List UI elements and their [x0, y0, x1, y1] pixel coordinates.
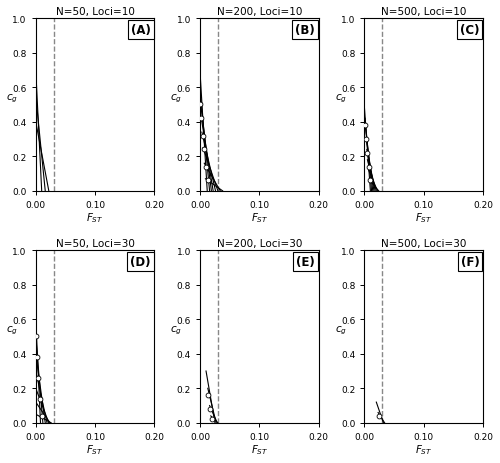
Y-axis label: $c_g$: $c_g$: [6, 93, 18, 105]
Text: (C): (C): [460, 24, 479, 37]
Title: N=50, Loci=30: N=50, Loci=30: [56, 238, 134, 249]
Y-axis label: $c_g$: $c_g$: [334, 325, 347, 337]
Title: N=500, Loci=30: N=500, Loci=30: [381, 238, 466, 249]
Y-axis label: $c_g$: $c_g$: [6, 325, 18, 337]
X-axis label: $F_{ST}$: $F_{ST}$: [415, 211, 432, 225]
Text: (F): (F): [460, 256, 479, 269]
Title: N=50, Loci=10: N=50, Loci=10: [56, 7, 134, 17]
Y-axis label: $c_g$: $c_g$: [334, 93, 347, 105]
Title: N=200, Loci=10: N=200, Loci=10: [216, 7, 302, 17]
X-axis label: $F_{ST}$: $F_{ST}$: [86, 211, 104, 225]
Y-axis label: $c_g$: $c_g$: [170, 93, 182, 105]
Text: (E): (E): [296, 256, 315, 269]
X-axis label: $F_{ST}$: $F_{ST}$: [250, 211, 268, 225]
Title: N=200, Loci=30: N=200, Loci=30: [216, 238, 302, 249]
Y-axis label: $c_g$: $c_g$: [170, 325, 182, 337]
Text: (B): (B): [296, 24, 315, 37]
Text: (A): (A): [131, 24, 151, 37]
X-axis label: $F_{ST}$: $F_{ST}$: [250, 442, 268, 456]
Title: N=500, Loci=10: N=500, Loci=10: [381, 7, 466, 17]
Text: (D): (D): [130, 256, 151, 269]
X-axis label: $F_{ST}$: $F_{ST}$: [415, 442, 432, 456]
X-axis label: $F_{ST}$: $F_{ST}$: [86, 442, 104, 456]
